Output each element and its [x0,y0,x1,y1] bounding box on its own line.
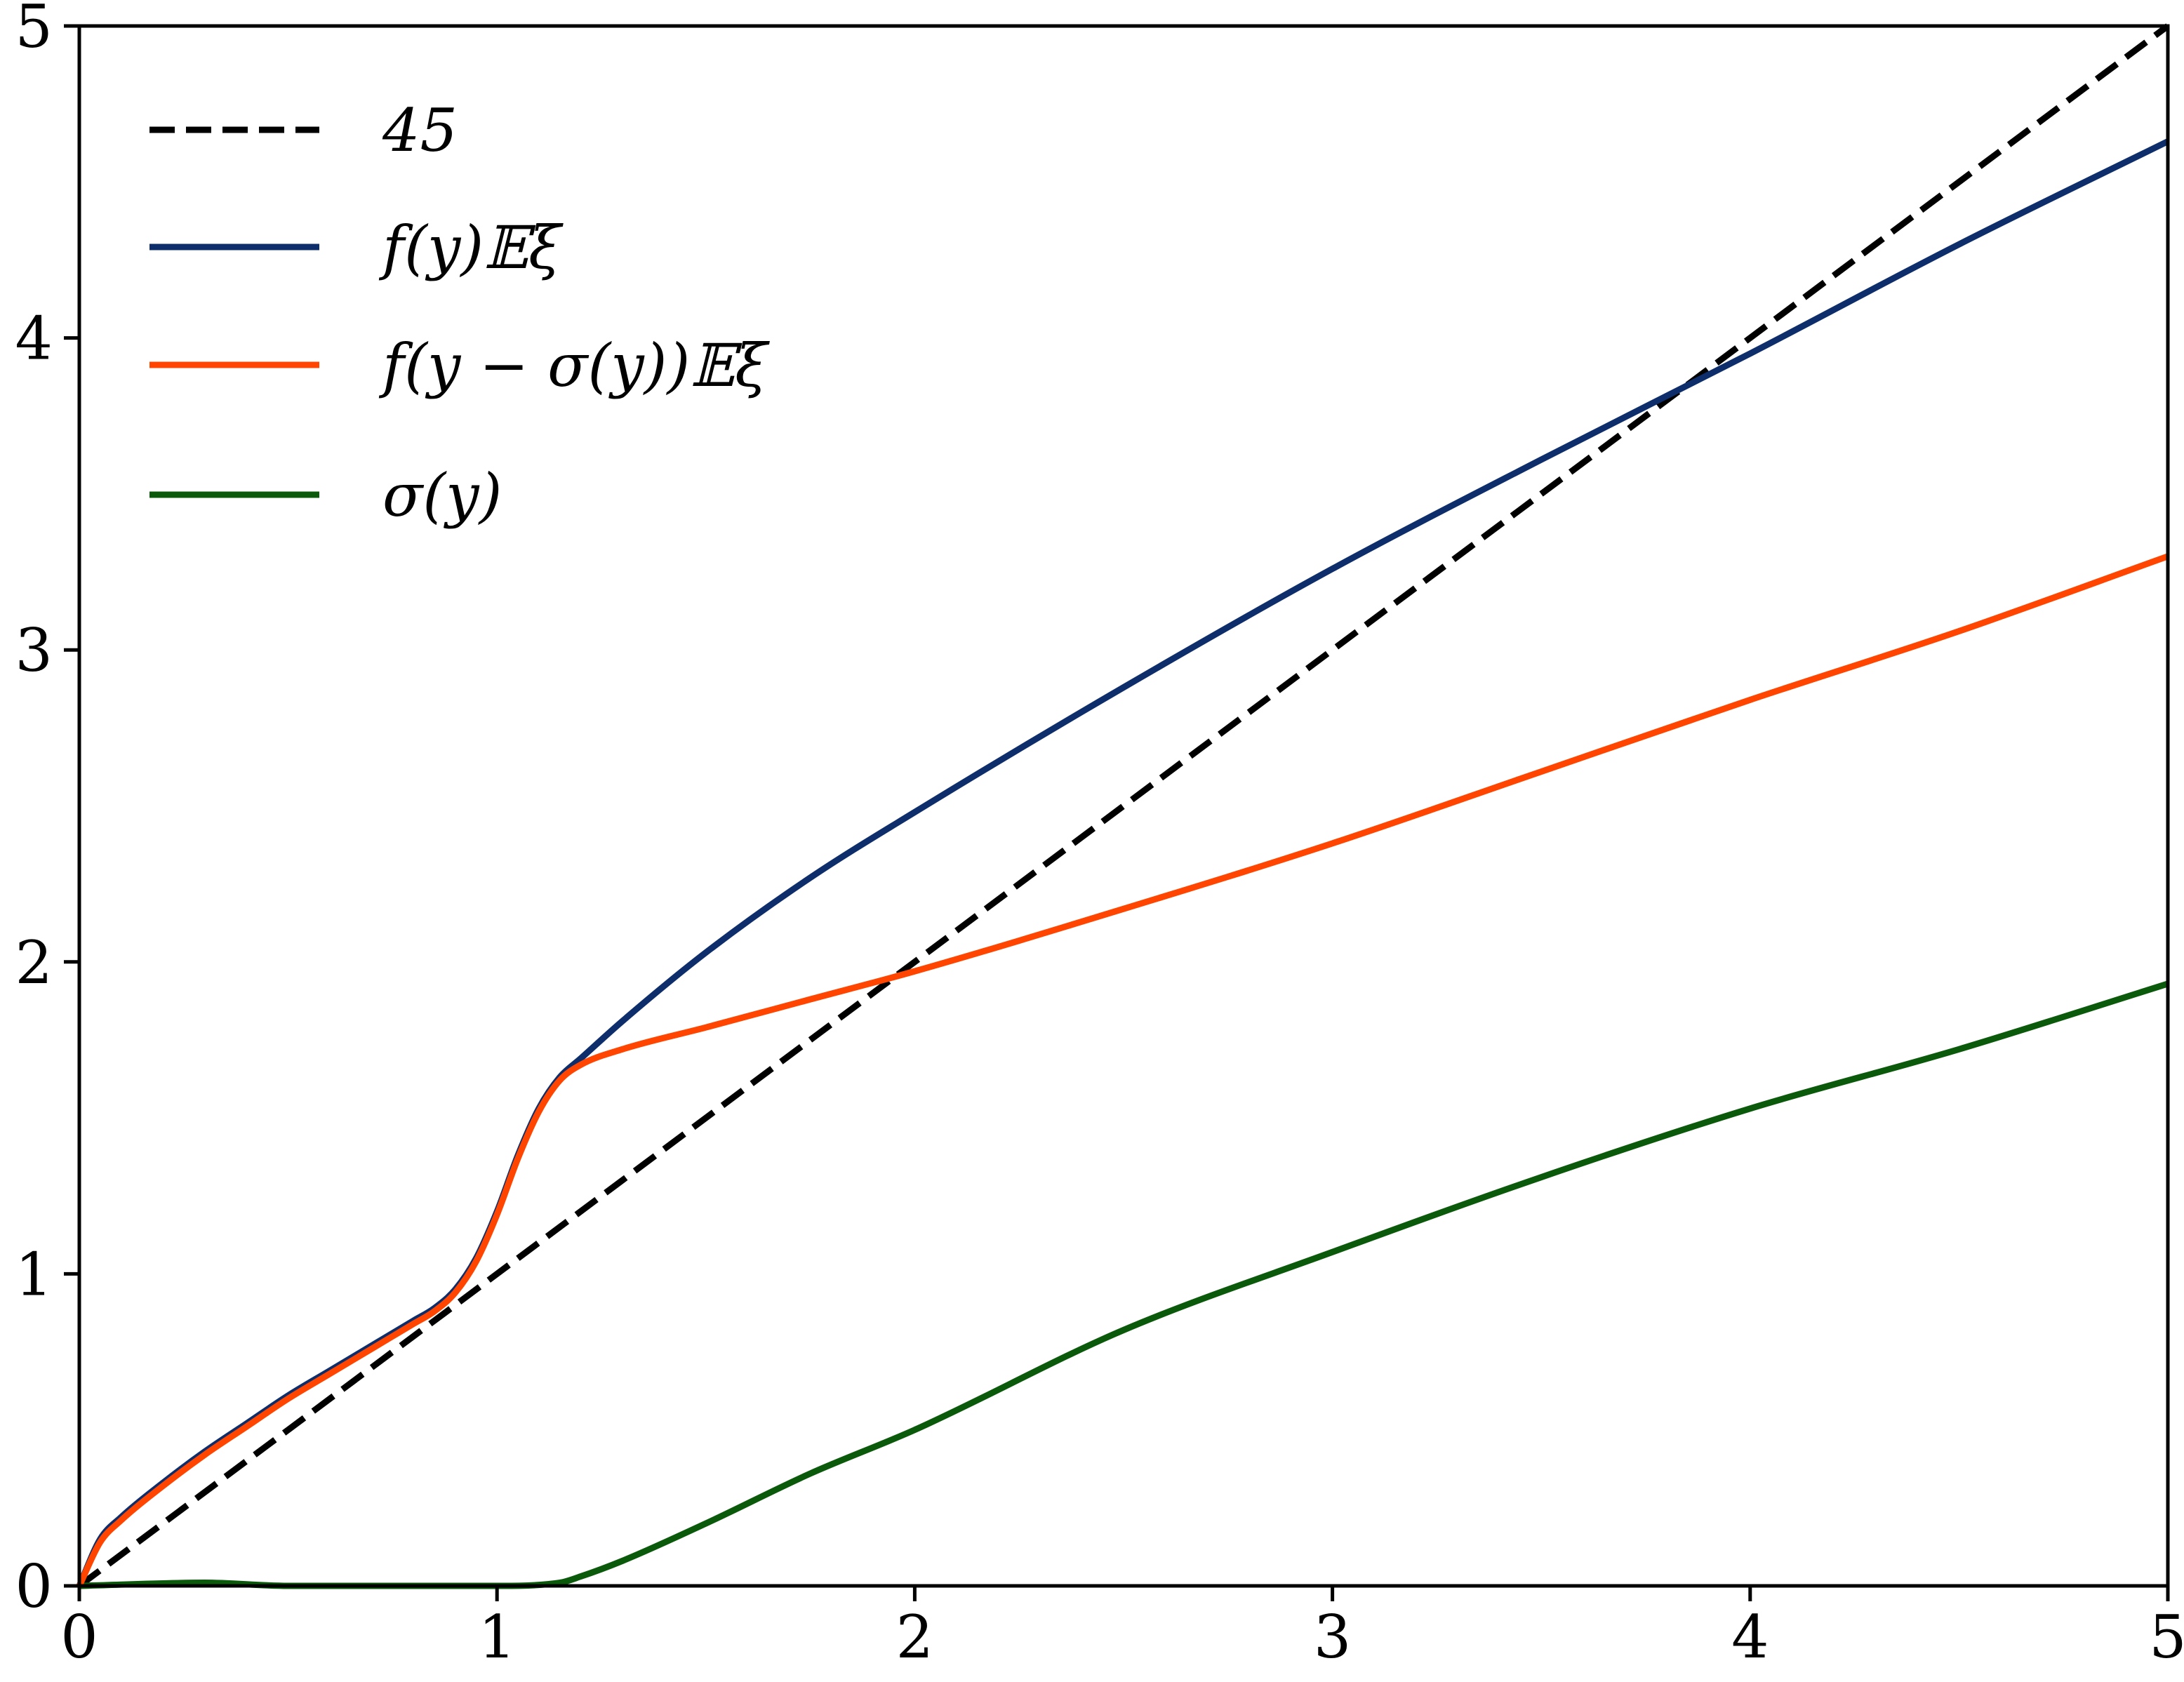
legend: 45 f(y)𝔼ξ f(y − σ(y))𝔼ξ σ(y) [149,96,770,530]
series-line-3 [79,980,2169,1589]
y-tick-label: 2 [15,928,53,997]
y-tick-label: 0 [15,1552,53,1621]
x-tick-label: 5 [2149,1603,2184,1671]
y-tick-label: 5 [15,0,53,61]
x-tick-label: 4 [1731,1603,1769,1671]
legend-label: f(y − σ(y))𝔼ξ [378,331,770,400]
x-axis: 0 1 2 3 4 5 [60,1586,2184,1671]
x-tick-label: 0 [60,1603,98,1671]
x-tick-label: 1 [478,1603,515,1671]
series-line-0 [77,23,2170,1589]
legend-label: f(y)𝔼ξ [378,213,564,282]
axes-frame [77,24,2170,1588]
x-tick-label: 2 [896,1603,933,1671]
series-line-2 [76,553,2169,1587]
y-tick-label: 4 [15,305,53,373]
y-tick-label: 1 [15,1240,53,1309]
y-axis: 0 1 2 3 4 5 [15,0,79,1621]
x-tick-label: 3 [1314,1603,1351,1671]
legend-label: 45 [382,96,458,165]
y-tick-label: 3 [15,616,53,685]
legend-label: σ(y) [382,461,502,530]
